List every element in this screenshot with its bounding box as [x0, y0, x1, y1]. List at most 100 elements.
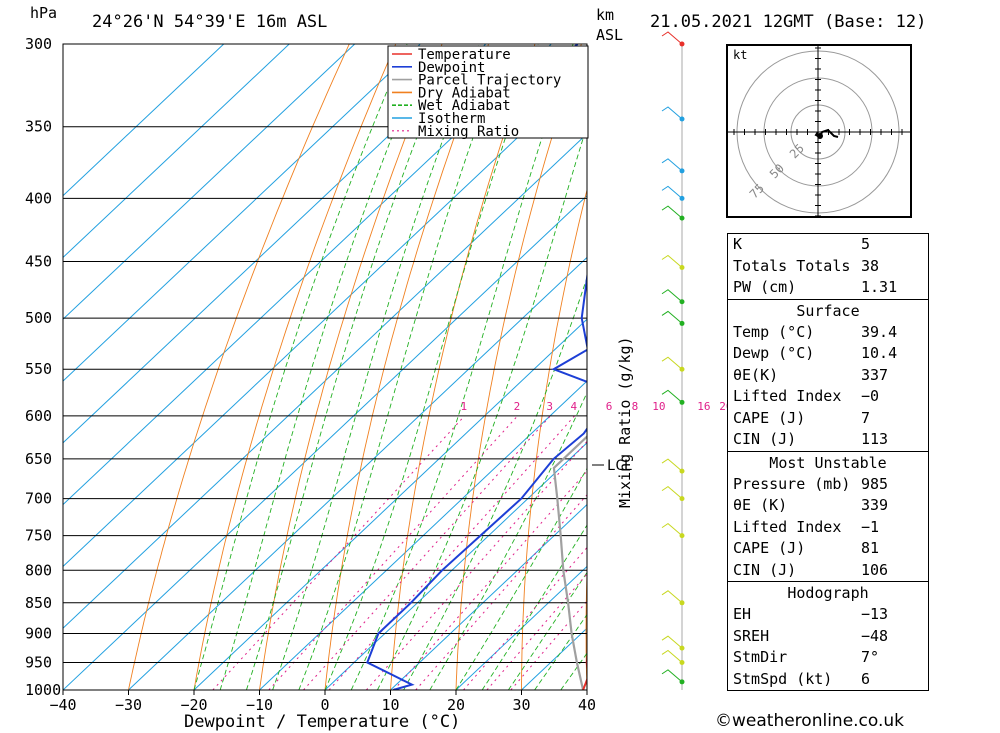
dry-adiabat-line — [193, 44, 397, 690]
mu-row-cape: CAPE (J) 81 — [733, 539, 880, 557]
mixing-ratio-label: 8 — [632, 400, 639, 413]
pressure-tick-label: 600 — [25, 407, 52, 425]
mixing-ratio-label: 2 — [514, 400, 521, 413]
x-tick-label: 20 — [447, 696, 465, 714]
x-tick-label: 40 — [578, 696, 596, 714]
wind-barb — [661, 289, 683, 303]
mixing-ratio-line — [303, 415, 551, 690]
dry-adiabat-line — [455, 44, 582, 690]
hodo-row-sreh: SREH −48 — [733, 626, 889, 645]
dry-adiabat-line — [259, 44, 443, 690]
dry-adiabat-line — [128, 44, 350, 690]
legend-label: Dewpoint — [418, 60, 485, 76]
mixing-ratio-labels: 12346810162025 — [461, 400, 755, 413]
mixing-ratio-label: 3 — [546, 400, 553, 413]
x-tick-label: −40 — [49, 696, 76, 714]
hodo-row-stmdir: StmDir 7° — [733, 648, 880, 666]
plot-frame — [62, 43, 588, 691]
dry-adiabat-line — [324, 44, 490, 690]
hodograph-ring-label-75: 75 — [747, 181, 767, 201]
lcl-label: LCL — [607, 458, 632, 474]
legend-label: Temperature — [418, 47, 511, 63]
isotherm-line — [63, 44, 552, 506]
mixing-ratio-line — [365, 440, 587, 690]
isotherm-line — [63, 194, 587, 690]
hodograph-params-title: Hodograph — [787, 584, 869, 602]
pressure-tick-label: 950 — [25, 653, 52, 671]
isotherm-line — [259, 380, 587, 690]
wind-barb — [661, 389, 683, 403]
pressure-tick-label: 650 — [25, 450, 52, 468]
hodograph-unit: kt — [733, 48, 747, 62]
location-title: 24°26'N 54°39'E 16m ASL — [92, 12, 327, 32]
wind-barb — [661, 649, 683, 663]
surface-row-dewp: Dewp (°C) 10.4 — [733, 344, 898, 362]
isotherm-line — [63, 44, 356, 320]
copyright[interactable]: ©weatheronline.co.uk — [715, 711, 905, 731]
wind-profile — [661, 31, 685, 690]
pressure-tick-label: 350 — [25, 118, 52, 136]
most-unstable-title: Most Unstable — [769, 453, 887, 472]
wet-adiabat-line — [193, 44, 408, 690]
wind-barb — [661, 185, 683, 199]
mixing-ratio-line — [415, 494, 587, 690]
height-unit-asl: ASL — [596, 26, 623, 44]
wind-barb — [661, 590, 683, 604]
dry-adiabat-line — [521, 188, 587, 690]
wet-adiabat-line — [508, 571, 587, 690]
wind-barb — [661, 356, 683, 370]
hodograph-ring-label-50: 50 — [767, 161, 787, 181]
mixing-ratio-label: 4 — [571, 400, 578, 413]
pressure-tick-label: 550 — [25, 360, 52, 378]
dry-adiabat-line — [935, 44, 980, 690]
pressure-unit-label: hPa — [30, 4, 57, 22]
mixing-ratio-label: 16 — [697, 400, 710, 413]
wind-barb — [661, 669, 683, 683]
mixing-ratio-line — [510, 600, 587, 690]
mixing-ratio-axis-label: Mixing Ratio (g/kg) — [616, 336, 634, 508]
pressure-tick-label: 700 — [25, 490, 52, 508]
index-row-pw: PW (cm) 1.31 — [733, 278, 898, 296]
x-axis-label: Dewpoint / Temperature (°C) — [184, 712, 460, 732]
temperature-tick-labels: −40 −30 −20 −10 0 10 20 30 40 — [49, 690, 596, 714]
wind-barb — [661, 31, 683, 45]
wet-adiabat-line — [324, 44, 539, 690]
wet-adiabat-line — [534, 613, 587, 690]
hodograph-trace — [814, 128, 839, 139]
wind-barb — [661, 635, 683, 649]
isotherm-line — [324, 442, 587, 690]
pressure-tick-label: 400 — [25, 189, 52, 207]
hodograph-storm-motion — [817, 133, 823, 139]
wind-barb — [661, 158, 683, 172]
height-unit-label: km — [596, 6, 614, 24]
hodo-row-stmspd: StmSpd (kt) 6 — [733, 669, 871, 688]
wind-barb — [661, 458, 683, 472]
hodo-row-eh: EH −13 — [733, 605, 889, 623]
pressure-tick-labels: 300 350 400 450 500 550 600 650 700 750 800 850 900 9… — [25, 35, 61, 699]
pressure-tick-label: 800 — [25, 561, 52, 579]
wind-barb — [661, 106, 683, 120]
mixing-ratio-line — [328, 415, 575, 690]
legend-label: Wet Adiabat — [418, 98, 511, 114]
isotherm-line — [63, 44, 487, 444]
dry-adiabat-line — [987, 44, 1000, 690]
isotherm-line — [128, 256, 587, 690]
wet-adiabat-line — [245, 44, 454, 690]
mu-row-pressure: Pressure (mb) 985 — [733, 474, 889, 493]
surface-title: Surface — [796, 301, 860, 320]
surface-row-li: Lifted Index −0 — [733, 387, 880, 405]
wet-adiabat-line — [298, 44, 508, 690]
wind-barb — [661, 254, 683, 268]
surface-row-cape: CAPE (J) 7 — [733, 408, 871, 427]
x-tick-label: 30 — [512, 696, 530, 714]
x-tick-label: 0 — [320, 696, 329, 714]
surface-row-cin: CIN (J) 113 — [733, 430, 889, 448]
wind-barb — [661, 205, 683, 219]
mixing-ratio-line — [268, 415, 518, 690]
pressure-tick-label: 300 — [25, 35, 52, 53]
dry-adiabat-line — [649, 44, 721, 690]
legend-label: Mixing Ratio — [418, 124, 519, 140]
profile-lines — [366, 44, 587, 690]
surface-row-thetae: θE(K) 337 — [733, 365, 889, 384]
